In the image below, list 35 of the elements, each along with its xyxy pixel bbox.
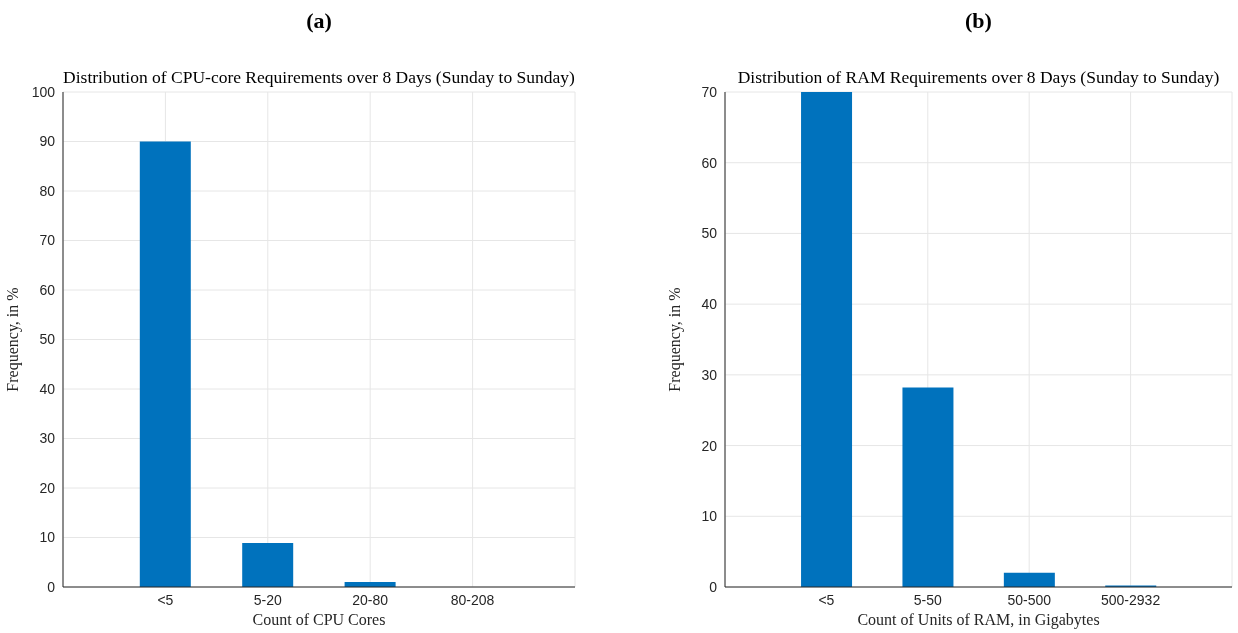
x-tick-label: 20-80 [352,591,389,608]
text: (a) [306,8,332,33]
y-tick-label: 70 [39,232,56,249]
y-tick-label: 20 [701,437,718,454]
y-tick-label: 40 [39,380,56,397]
y-tick-label: 60 [701,154,718,171]
y-axis-title: Frequency, in % [3,287,22,392]
x-tick-label: 5-20 [253,591,283,608]
y-tick-label: 80 [39,182,56,199]
y-tick-label: 0 [47,578,56,595]
y-tick-label: 40 [701,296,718,313]
x-tick-label: <5 [818,591,835,608]
y-axis-title: Frequency, in % [665,287,684,392]
y-tick-label: 70 [701,83,718,100]
y-tick-label: 60 [39,281,56,298]
x-tick-label: 5-50 [913,591,943,608]
x-axis-title: Count of Units of RAM, in Gigabytes [857,611,1100,629]
y-tick-label: 50 [39,331,56,348]
x-tick-label: 500-2932 [1101,591,1161,608]
y-tick-label: 0 [709,578,718,595]
x-tick-label: <5 [157,591,174,608]
text: (b) [965,8,992,33]
y-tick-label: 30 [701,366,718,383]
y-tick-label: 90 [39,133,56,150]
y-tick-label: 20 [39,479,56,496]
y-tick-label: 100 [31,83,56,100]
chart-title: Distribution of RAM Requirements over 8 Days (Sunday to Sunday) [737,66,1220,88]
y-tick-label: 10 [39,529,56,546]
y-tick-label: 10 [701,508,718,525]
x-tick-label: 80-208 [450,591,495,608]
x-tick-label: 50-500 [1007,591,1052,608]
y-tick-label: 50 [701,225,718,242]
chart-title: Distribution of CPU-core Requirements over 8 Days (Sunday to Sunday) [63,66,575,88]
x-axis-title: Count of CPU Cores [252,611,386,628]
y-tick-label: 30 [39,430,56,447]
